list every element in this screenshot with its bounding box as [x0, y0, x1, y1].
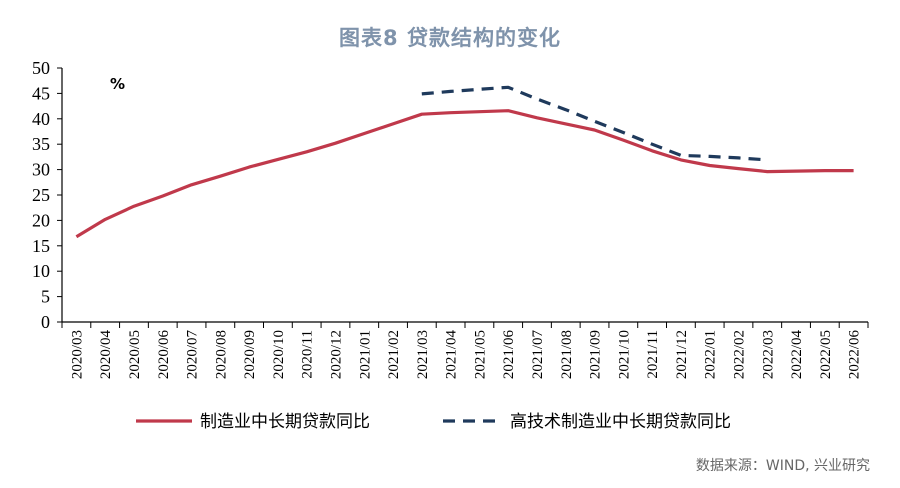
y-tick-label: 45	[32, 83, 50, 103]
chart-lines	[75, 85, 854, 239]
x-tick-label: 2022/05	[818, 330, 834, 379]
x-tick-label: 2021/12	[674, 330, 690, 379]
x-tick-label: 2021/03	[415, 330, 431, 379]
chart-axes	[61, 68, 868, 323]
x-tick-label: 2022/06	[847, 330, 863, 380]
x-tick-label: 2020/12	[328, 330, 344, 379]
x-tick-label: 2020/04	[98, 330, 114, 380]
x-tick-label: 2020/08	[213, 330, 229, 379]
y-tick-label: 35	[32, 134, 50, 154]
x-tick-label: 2021/04	[444, 330, 460, 380]
y-axis-ticks: 0 5 10 15 20 25 30 35 40 45 50	[32, 58, 62, 332]
x-tick-label: 2020/03	[69, 330, 85, 379]
x-tick-label: 2020/11	[300, 330, 316, 379]
chart-title: 图表8 贷款结构的变化	[339, 26, 561, 50]
y-tick-label: 25	[32, 185, 50, 205]
y-tick-label: 40	[32, 109, 50, 129]
x-axis-ticks: 2020/03 2020/04 2020/05 2020/06 2020/07 2020/…	[61, 322, 869, 380]
y-tick-label: 0	[41, 312, 50, 332]
y-tick-label: 30	[32, 160, 50, 180]
x-tick-label: 2020/10	[271, 330, 287, 379]
legend-label-2: 高技术制造业中长期贷款同比	[510, 412, 731, 432]
x-tick-label: 2020/05	[127, 330, 143, 379]
x-tick-label: 2020/07	[185, 330, 201, 380]
x-tick-label: 2021/10	[616, 330, 632, 379]
series-line-2	[421, 85, 768, 162]
unit-label: %	[110, 75, 125, 93]
legend: 制造业中长期贷款同比 高技术制造业中长期贷款同比	[136, 412, 731, 432]
x-tick-label: 2021/05	[472, 330, 488, 379]
series-line-1	[75, 109, 854, 239]
x-tick-label: 2021/09	[588, 330, 604, 379]
x-tick-label: 2021/01	[357, 330, 373, 379]
x-tick-label: 2021/02	[386, 330, 402, 379]
x-tick-label: 2020/06	[156, 330, 172, 380]
y-tick-label: 15	[32, 236, 50, 256]
y-tick-label: 5	[41, 287, 50, 307]
y-tick-label: 10	[32, 261, 50, 281]
x-tick-label: 2022/01	[703, 330, 719, 379]
source-note: 数据来源：WIND, 兴业研究	[695, 458, 870, 474]
x-tick-label: 2020/09	[242, 330, 258, 379]
x-tick-label: 2021/06	[501, 330, 517, 380]
y-tick-label: 50	[32, 58, 50, 78]
legend-label-1: 制造业中长期贷款同比	[200, 412, 370, 432]
x-tick-label: 2022/04	[789, 330, 805, 380]
y-tick-label: 20	[32, 210, 50, 230]
x-tick-label: 2021/08	[559, 330, 575, 379]
x-tick-label: 2022/02	[731, 330, 747, 379]
x-tick-label: 2021/11	[645, 330, 661, 379]
x-tick-label: 2021/07	[530, 330, 546, 380]
x-tick-label: 2022/03	[760, 330, 776, 379]
